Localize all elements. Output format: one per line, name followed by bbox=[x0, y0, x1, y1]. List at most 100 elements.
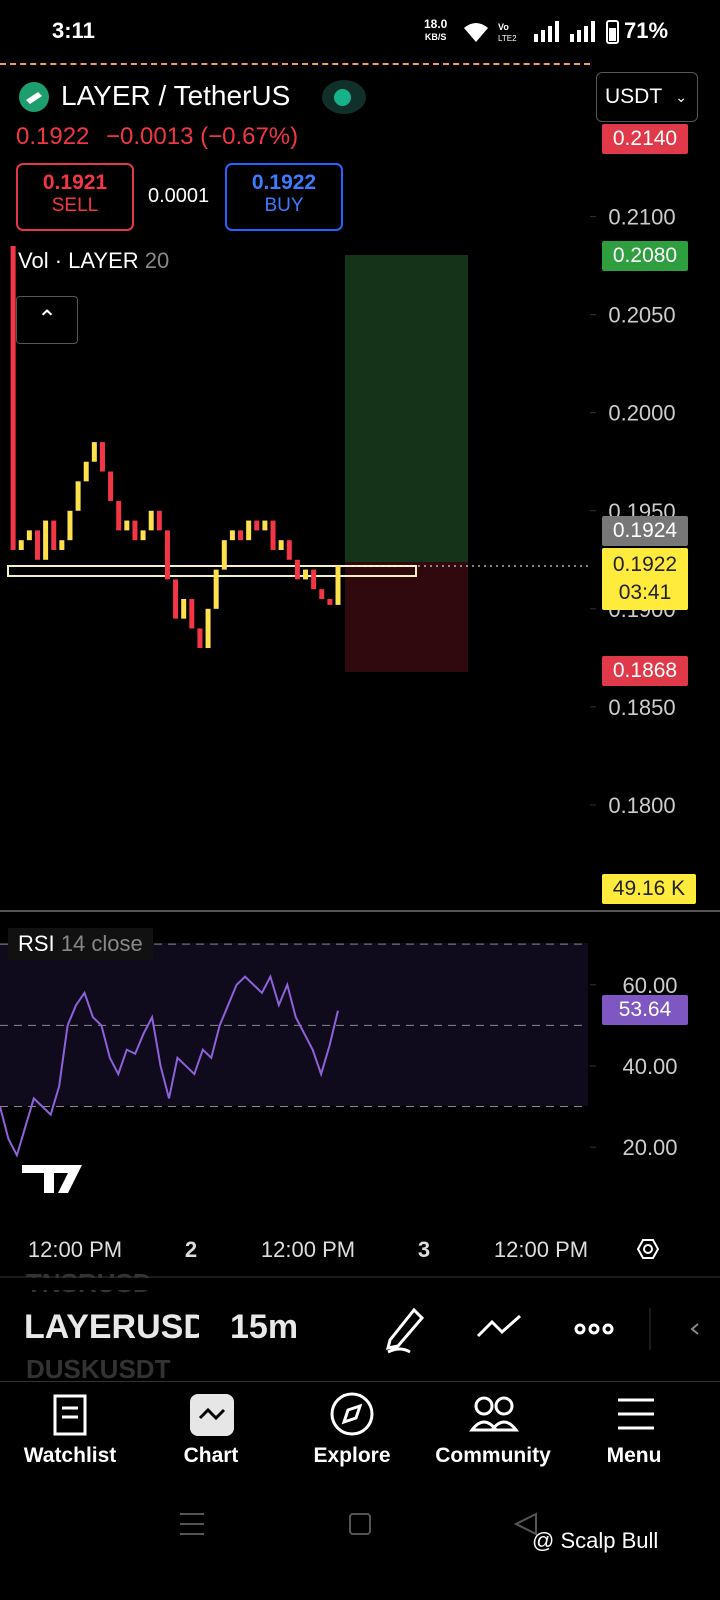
candle bbox=[164, 530, 170, 580]
coin-icon bbox=[19, 82, 49, 112]
candle bbox=[262, 520, 268, 531]
candle bbox=[189, 599, 195, 629]
y-tick-label: 0.1800 bbox=[608, 793, 675, 818]
symbol[interactable]: LAYERUSD bbox=[24, 1308, 199, 1346]
candle bbox=[213, 569, 219, 609]
candle bbox=[148, 510, 154, 531]
candle bbox=[51, 520, 57, 550]
y-tick-label: 0.2000 bbox=[608, 401, 675, 426]
candle bbox=[319, 589, 325, 600]
last-price-tag: 0.1922 03:41 bbox=[602, 548, 688, 610]
spread: 0.0001 bbox=[148, 185, 210, 207]
svg-text:LTE2: LTE2 bbox=[498, 34, 517, 43]
candle bbox=[303, 569, 309, 580]
candle bbox=[221, 540, 227, 570]
nav-watchlist[interactable]: Watchlist bbox=[23, 1444, 117, 1467]
candle bbox=[116, 500, 122, 531]
system-nav bbox=[180, 1512, 537, 1536]
candle bbox=[197, 628, 203, 649]
last-price: 0.1922 bbox=[16, 123, 90, 150]
svg-text:Vo: Vo bbox=[498, 22, 509, 32]
currency-select[interactable]: USDT ⌄ bbox=[596, 72, 698, 122]
candle bbox=[43, 520, 49, 560]
candle bbox=[254, 520, 260, 531]
interval[interactable]: 15m bbox=[230, 1308, 299, 1346]
collapse-button[interactable]: ⌃ bbox=[16, 296, 78, 344]
x-tick-label: 2 bbox=[185, 1237, 197, 1262]
clock: 3:11 bbox=[52, 18, 95, 43]
sell-label: SELL bbox=[51, 195, 99, 216]
candle bbox=[26, 530, 32, 541]
y-tick-label: 20.00 bbox=[622, 1135, 677, 1160]
net-speed: 18.0 KB/S bbox=[424, 18, 447, 43]
draw-icon[interactable] bbox=[385, 1307, 425, 1354]
battery: 71% bbox=[624, 18, 669, 43]
buy-price: 0.1922 bbox=[251, 171, 317, 194]
vol-legend: Vol · LAYER 20 bbox=[18, 248, 169, 274]
candle bbox=[83, 461, 89, 482]
loss-zone bbox=[345, 562, 468, 672]
candle bbox=[124, 520, 130, 531]
y-tick-label: 60.00 bbox=[622, 973, 677, 998]
x-tick-label: 3 bbox=[418, 1237, 430, 1262]
nav-explore[interactable]: Explore bbox=[313, 1444, 391, 1467]
buy-button[interactable]: 0.1922 BUY bbox=[225, 163, 343, 231]
candle bbox=[10, 246, 16, 550]
nav-menu[interactable]: Menu bbox=[606, 1444, 662, 1467]
market-status bbox=[322, 80, 366, 114]
candle bbox=[140, 530, 146, 541]
more-icon[interactable] bbox=[574, 1323, 614, 1335]
candle bbox=[294, 559, 300, 580]
target-tag: 0.2080 bbox=[602, 241, 688, 271]
candle bbox=[181, 599, 187, 619]
pair-name[interactable]: LAYER / TetherUS bbox=[61, 80, 291, 111]
candle bbox=[278, 540, 284, 550]
candle bbox=[99, 442, 105, 472]
indicator-icon[interactable] bbox=[476, 1314, 521, 1338]
nav-community[interactable]: Community bbox=[435, 1444, 551, 1467]
nav-chart[interactable]: Chart bbox=[183, 1444, 239, 1467]
candle bbox=[173, 579, 179, 619]
candle bbox=[229, 530, 235, 541]
x-tick-label: 12:00 PM bbox=[494, 1237, 588, 1262]
price-change: −0.0013 (−0.67%) bbox=[106, 123, 299, 150]
y-tick-label: 40.00 bbox=[622, 1054, 677, 1079]
last-price-value: 0.1922 bbox=[612, 553, 678, 576]
net-speed-unit: KB/S bbox=[424, 32, 447, 42]
y-tick-label: 0.2050 bbox=[608, 303, 675, 328]
x-tick-label: 12:00 PM bbox=[28, 1237, 122, 1262]
buy-label: BUY bbox=[264, 195, 304, 216]
countdown: 03:41 bbox=[618, 581, 672, 604]
candle bbox=[67, 510, 73, 541]
candle bbox=[108, 471, 114, 501]
status-icons: Vo LTE2 bbox=[464, 20, 619, 44]
toolbar-icons bbox=[385, 1307, 699, 1354]
watermark: @ Scalp Bull bbox=[532, 1528, 659, 1553]
entry-box bbox=[7, 565, 417, 577]
tv-logo bbox=[22, 1165, 82, 1193]
rsi-band bbox=[0, 943, 588, 1106]
vol-length: 20 bbox=[144, 248, 170, 273]
nav-icons bbox=[53, 1392, 654, 1436]
candle bbox=[156, 510, 162, 531]
currency: USDT bbox=[605, 85, 663, 108]
candle bbox=[205, 608, 211, 649]
candle bbox=[286, 540, 292, 560]
next-symbol[interactable]: DUSKUSDT bbox=[26, 1354, 171, 1384]
candle bbox=[246, 520, 252, 541]
candle bbox=[59, 540, 65, 550]
settings-icon[interactable] bbox=[636, 1239, 660, 1259]
sell-button[interactable]: 0.1921 SELL bbox=[16, 163, 134, 231]
price-tag: 0.1924 bbox=[602, 516, 688, 546]
alert-line bbox=[0, 63, 590, 65]
candle bbox=[91, 442, 97, 462]
rsi-legend: RSI 14 close bbox=[8, 928, 153, 960]
sell-price: 0.1921 bbox=[42, 171, 108, 194]
rsi-tag: 53.64 bbox=[602, 995, 688, 1025]
candle bbox=[335, 565, 341, 605]
candle bbox=[238, 530, 244, 541]
rsi-line bbox=[0, 973, 339, 1158]
candle bbox=[34, 530, 40, 560]
candle bbox=[327, 599, 333, 605]
candle bbox=[311, 569, 317, 590]
